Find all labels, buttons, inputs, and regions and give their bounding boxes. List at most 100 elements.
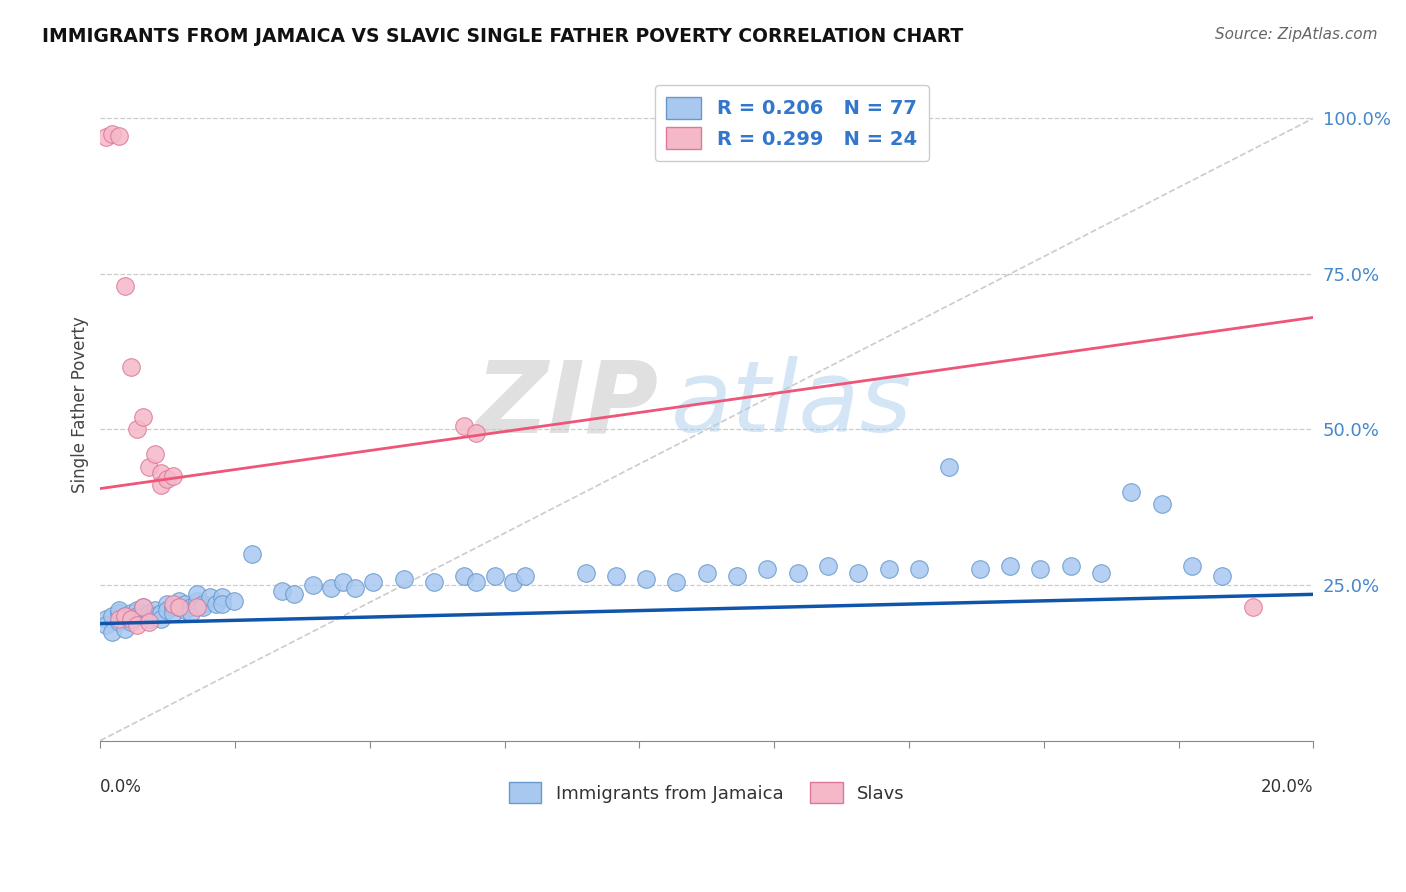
Point (114, 609, 136, 624)
Point (969, 562, 991, 576)
Point (1029, 562, 1052, 576)
Point (908, 562, 931, 576)
Point (665, 574, 688, 589)
Point (138, 606, 160, 620)
Point (138, 459, 160, 474)
Point (162, 469, 184, 483)
Point (132, 409, 155, 424)
Point (817, 559, 839, 574)
Point (186, 593, 208, 607)
Point (1150, 497, 1173, 511)
Point (107, 128, 129, 143)
Point (114, 279, 136, 293)
Point (636, 572, 658, 586)
Point (193, 599, 215, 614)
Point (143, 447, 166, 461)
Point (101, 624, 124, 639)
Point (167, 599, 190, 614)
Point (453, 568, 475, 582)
Point (186, 587, 208, 601)
Point (484, 568, 506, 582)
Point (96, 130, 118, 145)
Point (211, 597, 233, 611)
Point (156, 597, 179, 611)
Point (138, 612, 160, 626)
Point (193, 597, 215, 611)
Point (107, 615, 129, 630)
Text: atlas: atlas (671, 356, 912, 453)
Point (125, 603, 148, 617)
Point (107, 606, 129, 620)
Point (1211, 568, 1233, 582)
Point (319, 581, 342, 595)
Point (453, 419, 475, 434)
Point (186, 599, 208, 614)
Point (222, 593, 245, 607)
Point (465, 574, 488, 589)
Point (150, 478, 173, 492)
Point (125, 422, 148, 436)
Point (1181, 559, 1204, 574)
Point (114, 612, 136, 626)
Point (150, 612, 173, 626)
Point (211, 591, 233, 605)
Point (180, 599, 202, 614)
Text: 20.0%: 20.0% (1261, 778, 1313, 796)
Point (174, 597, 197, 611)
Point (877, 562, 900, 576)
Point (167, 593, 190, 607)
Point (96, 618, 118, 632)
Point (1060, 559, 1083, 574)
Y-axis label: Single Father Poverty: Single Father Poverty (72, 316, 89, 493)
Point (101, 127, 124, 141)
Point (107, 603, 129, 617)
Point (143, 609, 166, 624)
Text: IMMIGRANTS FROM JAMAICA VS SLAVIC SINGLE FATHER POVERTY CORRELATION CHART: IMMIGRANTS FROM JAMAICA VS SLAVIC SINGLE… (42, 27, 963, 45)
Point (513, 568, 536, 582)
Point (198, 591, 221, 605)
Point (156, 603, 179, 617)
Point (114, 609, 136, 624)
Point (150, 466, 173, 480)
Point (120, 606, 142, 620)
Point (1121, 484, 1143, 499)
Point (271, 584, 294, 599)
Text: 0.0%: 0.0% (100, 778, 142, 796)
Point (361, 574, 384, 589)
Legend: R = 0.206   N = 77, R = 0.299   N = 24: R = 0.206 N = 77, R = 0.299 N = 24 (655, 85, 929, 161)
Point (107, 612, 129, 626)
Point (120, 360, 142, 375)
Point (125, 618, 148, 632)
Point (132, 599, 155, 614)
Point (332, 574, 354, 589)
Point (938, 459, 960, 474)
Point (96, 612, 118, 626)
Point (725, 568, 748, 582)
Point (465, 425, 488, 440)
Point (344, 581, 367, 595)
Point (125, 609, 148, 624)
Point (574, 566, 596, 580)
Point (120, 612, 142, 626)
Point (156, 472, 179, 486)
Point (1090, 566, 1112, 580)
Point (138, 615, 160, 630)
Point (114, 622, 136, 636)
Point (696, 566, 718, 580)
Point (120, 615, 142, 630)
Point (143, 603, 166, 617)
Text: Source: ZipAtlas.com: Source: ZipAtlas.com (1215, 27, 1378, 42)
Point (162, 606, 184, 620)
Point (392, 572, 415, 586)
Point (132, 599, 155, 614)
Point (786, 566, 808, 580)
Point (605, 568, 627, 582)
Point (502, 574, 524, 589)
Point (132, 609, 155, 624)
Point (301, 578, 323, 592)
Point (174, 603, 197, 617)
Point (848, 566, 870, 580)
Text: ZIP: ZIP (475, 356, 658, 453)
Point (162, 597, 184, 611)
Point (423, 574, 446, 589)
